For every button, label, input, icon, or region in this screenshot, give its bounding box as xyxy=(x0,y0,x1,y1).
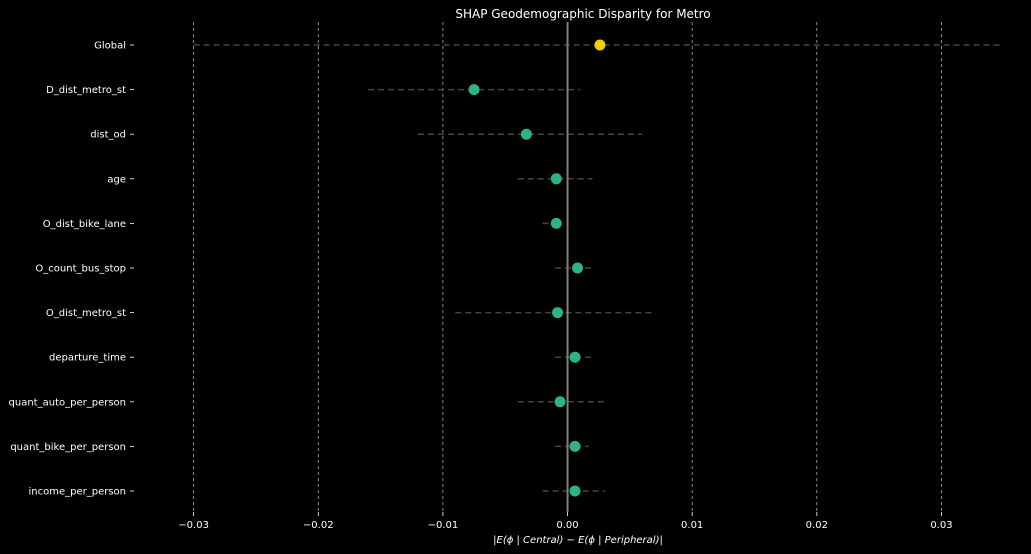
y-tick-label: D_dist_metro_st xyxy=(46,85,126,96)
y-tick-label: dist_od xyxy=(90,130,126,141)
data-point xyxy=(550,217,562,229)
y-tick-label: Global xyxy=(94,41,126,52)
x-tick-labels: −0.03 −0.02 −0.01 0.00 0.01 0.02 0.03 xyxy=(178,512,953,531)
data-point xyxy=(594,39,606,51)
x-tick-label: 0.01 xyxy=(681,520,703,531)
x-tick-label: 0.03 xyxy=(930,520,952,531)
x-tick-label: −0.02 xyxy=(303,520,334,531)
y-tick-label: quant_bike_per_person xyxy=(10,442,126,453)
data-point xyxy=(550,173,562,185)
y-tick-label: income_per_person xyxy=(28,487,126,498)
data-point xyxy=(468,84,480,96)
x-tick-label: −0.03 xyxy=(178,520,209,531)
data-point xyxy=(554,396,566,408)
x-tick-label: 0.00 xyxy=(556,520,578,531)
ci-layer xyxy=(193,44,1004,492)
x-tick-label: 0.02 xyxy=(806,520,828,531)
data-point xyxy=(569,351,581,363)
data-point xyxy=(569,485,581,497)
y-tick-label: age xyxy=(107,174,126,185)
x-axis-label: |E(ϕ | Central) − E(ϕ | Peripheral)| xyxy=(493,535,663,546)
data-point xyxy=(569,440,581,452)
y-tick-label: O_dist_metro_st xyxy=(46,308,126,319)
y-tick-label: departure_time xyxy=(49,353,126,364)
y-tick-label: O_count_bus_stop xyxy=(35,264,126,275)
y-tick-label: quant_auto_per_person xyxy=(9,397,126,408)
y-tick-label: O_dist_bike_lane xyxy=(43,219,126,230)
data-point xyxy=(552,307,564,319)
chart-title: SHAP Geodemographic Disparity for Metro xyxy=(455,7,710,21)
data-point xyxy=(572,262,584,274)
point-layer xyxy=(468,39,606,497)
data-point xyxy=(520,128,532,140)
x-tick-label: −0.01 xyxy=(428,520,459,531)
